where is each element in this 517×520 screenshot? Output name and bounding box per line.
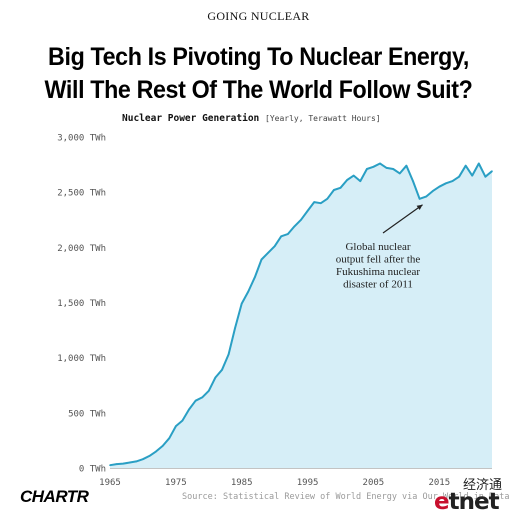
data-point-1980 xyxy=(208,390,210,392)
data-point-2001 xyxy=(346,179,348,181)
watermark-tnet: tnet xyxy=(448,489,500,515)
x-tick-label: 1985 xyxy=(231,478,253,488)
annotation-text-line: Global nuclear xyxy=(345,241,410,253)
x-tick-label: 2005 xyxy=(363,478,385,488)
annotation-text-line: output fell after the xyxy=(336,254,421,266)
annotation-text-line: Fukushima nuclear xyxy=(336,266,420,278)
x-tick-label: 1965 xyxy=(99,478,121,488)
x-tick-label: 2015 xyxy=(428,478,450,488)
data-point-1996 xyxy=(313,201,316,203)
data-point-1979 xyxy=(201,396,203,399)
data-point-1988 xyxy=(260,258,263,261)
data-point-2016 xyxy=(445,182,447,185)
data-point-1985 xyxy=(240,302,243,305)
chart-subtitle: Nuclear Power Generation [Yearly, Terawa… xyxy=(122,113,381,124)
data-point-1986 xyxy=(247,290,250,293)
annotation-text-line: disaster of 2011 xyxy=(343,279,413,291)
data-point-1968 xyxy=(129,461,131,464)
title-line-2: Will The Rest Of The World Follow Suit? xyxy=(44,76,473,104)
data-point-1971 xyxy=(148,455,151,457)
x-tick-label: 1975 xyxy=(165,478,187,488)
data-point-2007 xyxy=(385,167,388,169)
data-point-2006 xyxy=(379,162,381,165)
data-point-2011 xyxy=(412,180,414,182)
data-point-2010 xyxy=(405,164,408,167)
data-point-1993 xyxy=(293,225,296,228)
data-point-2005 xyxy=(372,166,375,168)
y-tick-label: 1,500 TWh xyxy=(57,299,106,309)
data-point-1969 xyxy=(135,460,138,463)
data-point-2017 xyxy=(451,180,454,182)
data-point-1982 xyxy=(221,369,223,371)
data-point-1965 xyxy=(109,464,111,467)
data-point-1966 xyxy=(115,463,118,465)
y-tick-label: 2,500 TWh xyxy=(57,189,106,199)
data-point-1999 xyxy=(333,189,335,191)
subtitle-unit: [Yearly, Terawatt Hours] xyxy=(265,114,381,123)
data-point-1991 xyxy=(280,235,283,238)
data-point-1989 xyxy=(267,252,269,254)
x-tick-label: 1995 xyxy=(297,478,319,488)
y-tick-label: 500 TWh xyxy=(68,409,106,419)
data-point-2004 xyxy=(366,168,368,170)
data-point-1994 xyxy=(300,219,302,221)
y-tick-label: 2,000 TWh xyxy=(57,244,106,254)
data-point-1990 xyxy=(273,245,276,247)
data-point-1984 xyxy=(234,327,236,329)
data-point-2020 xyxy=(471,174,474,177)
data-point-1987 xyxy=(254,276,256,278)
data-point-2008 xyxy=(392,168,395,170)
data-point-1981 xyxy=(214,376,217,379)
data-point-1995 xyxy=(306,210,309,212)
y-tick-label: 0 TWh xyxy=(79,465,106,475)
data-point-2002 xyxy=(352,174,355,177)
title-line-1: Big Tech Is Pivoting To Nuclear Energy, xyxy=(48,43,469,71)
data-point-2015 xyxy=(438,185,441,188)
data-point-1973 xyxy=(161,445,164,447)
chart-title: Big Tech Is Pivoting To Nuclear Energy, … xyxy=(18,41,499,107)
data-point-2003 xyxy=(359,180,362,182)
subtitle-measure: Nuclear Power Generation xyxy=(122,113,260,124)
data-point-1970 xyxy=(142,458,144,461)
chartr-logo: CHARTR xyxy=(20,487,89,506)
chart-kicker: GOING NUCLEAR xyxy=(207,9,310,23)
data-point-1997 xyxy=(320,202,322,204)
data-point-2014 xyxy=(431,190,434,192)
y-tick-label: 1,000 TWh xyxy=(57,354,106,364)
series-area-fill xyxy=(110,163,492,468)
data-point-1972 xyxy=(155,450,157,453)
data-point-1975 xyxy=(175,425,177,427)
data-point-2018 xyxy=(458,175,460,178)
data-point-2012 xyxy=(418,198,421,200)
source-note: Source: Statistical Review of World Ener… xyxy=(182,492,510,502)
data-point-2021 xyxy=(478,162,480,165)
data-point-1983 xyxy=(227,353,230,356)
data-point-1976 xyxy=(181,419,184,422)
data-point-1977 xyxy=(188,408,190,411)
data-point-2023 xyxy=(491,170,493,172)
data-point-1992 xyxy=(287,233,289,235)
annotation-arrow-line xyxy=(382,204,423,234)
data-point-1974 xyxy=(168,437,171,440)
annotation-arrowhead xyxy=(416,204,423,210)
y-tick-label: 3,000 TWh xyxy=(57,134,106,144)
data-point-1967 xyxy=(122,462,124,465)
data-point-1978 xyxy=(194,399,197,402)
data-point-1998 xyxy=(326,198,329,200)
data-point-2000 xyxy=(339,187,342,189)
watermark-chinese: 经济通 xyxy=(463,478,503,493)
watermark-etnet: etnet xyxy=(434,489,500,515)
data-point-2013 xyxy=(425,195,427,198)
data-point-2022 xyxy=(484,175,487,178)
data-point-2009 xyxy=(399,172,401,175)
watermark-e: e xyxy=(434,489,450,515)
data-point-2019 xyxy=(464,164,467,167)
